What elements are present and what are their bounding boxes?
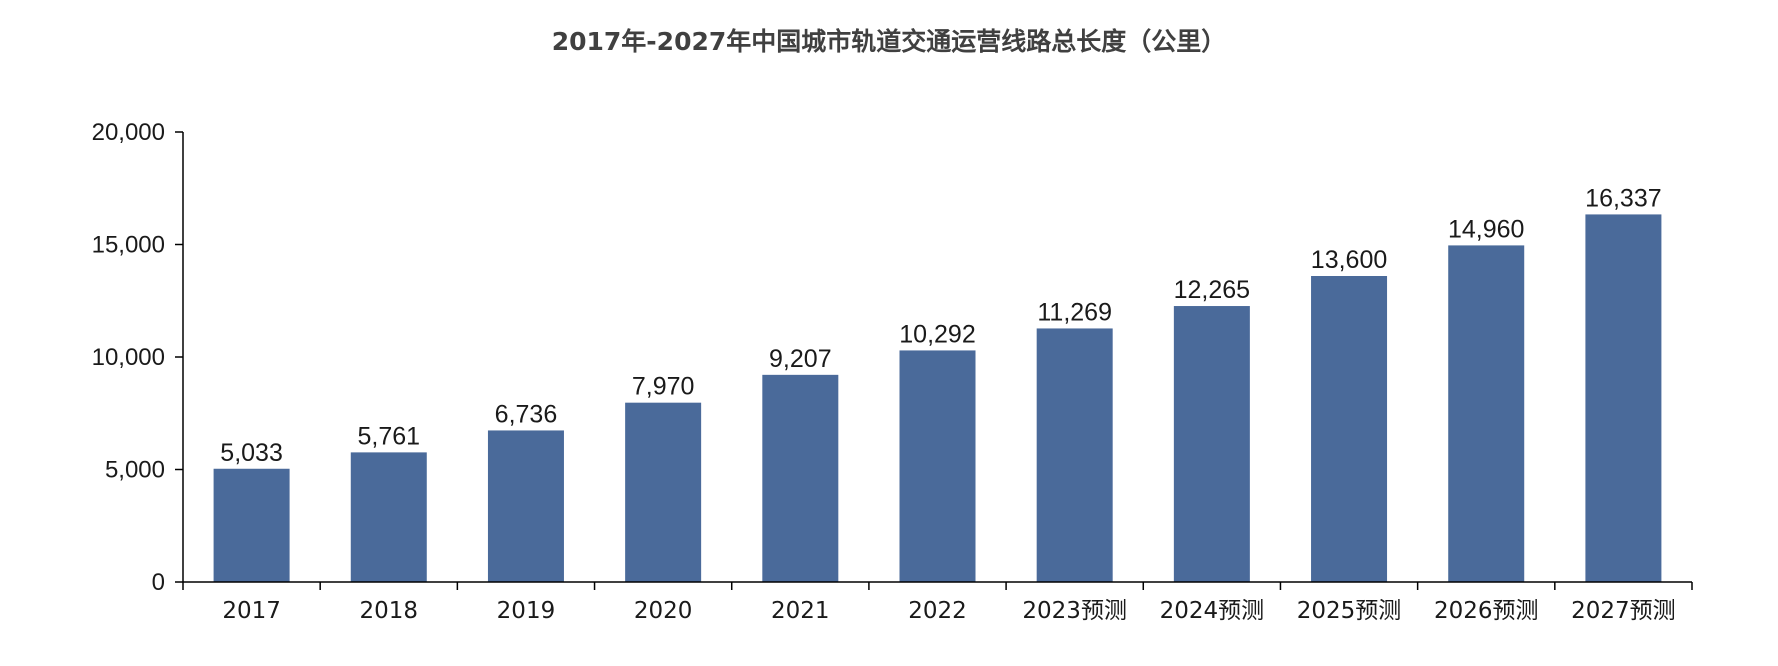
bar-value-label: 11,269 xyxy=(1037,298,1112,326)
x-tick-label: 2018 xyxy=(359,598,418,624)
y-tick-label: 10,000 xyxy=(92,344,165,371)
bars: 5,033 5,761 6,736 7,970 9,207 10,292 11,269 12,… xyxy=(213,184,1662,583)
bar xyxy=(1036,328,1113,582)
bar-value-label: 14,960 xyxy=(1448,215,1524,243)
bar xyxy=(1585,214,1662,583)
bar xyxy=(1448,245,1525,582)
x-tick-label: 2023预测 xyxy=(1022,598,1127,624)
x-tick-label: 2026预测 xyxy=(1434,598,1539,624)
bar xyxy=(1173,306,1250,582)
x-axis: 2017 2018 2019 2020 2021 2022 2023预测 2024预测 2025… xyxy=(182,581,1693,624)
bar xyxy=(350,452,427,582)
bar xyxy=(762,374,839,582)
bar-value-label: 5,033 xyxy=(220,439,283,467)
bar xyxy=(487,430,564,582)
x-tick-label: 2020 xyxy=(634,598,693,624)
bar-value-label: 6,736 xyxy=(495,400,558,428)
bar-value-label: 7,970 xyxy=(632,373,695,401)
bar-value-label: 13,600 xyxy=(1311,246,1387,274)
y-tick-label: 5,000 xyxy=(105,457,165,484)
chart-title: 2017年-2027年中国城市轨道交通运营线路总长度（公里） xyxy=(551,27,1227,56)
x-tick-label: 2017 xyxy=(222,598,281,624)
bar-value-label: 16,337 xyxy=(1585,184,1661,212)
bar-value-label: 10,292 xyxy=(899,320,975,348)
bar-value-label: 9,207 xyxy=(769,345,832,373)
y-tick-label: 15,000 xyxy=(92,232,165,259)
bar xyxy=(899,350,976,582)
bar xyxy=(625,402,702,582)
bar-value-label: 5,761 xyxy=(357,422,420,450)
bar xyxy=(213,468,290,582)
y-axis: 0 5,000 10,000 15,000 20,000 xyxy=(92,119,184,596)
x-tick-label: 2021 xyxy=(771,598,830,624)
x-tick-label: 2019 xyxy=(497,598,556,624)
y-tick-label: 0 xyxy=(152,569,165,596)
y-tick-label: 20,000 xyxy=(92,119,165,146)
x-tick-label: 2022 xyxy=(908,598,967,624)
x-tick-label: 2025预测 xyxy=(1297,598,1402,624)
bar-value-label: 12,265 xyxy=(1174,276,1250,304)
x-tick-label: 2027预测 xyxy=(1571,598,1676,624)
bar xyxy=(1311,276,1388,582)
x-tick-label: 2024预测 xyxy=(1160,598,1265,624)
